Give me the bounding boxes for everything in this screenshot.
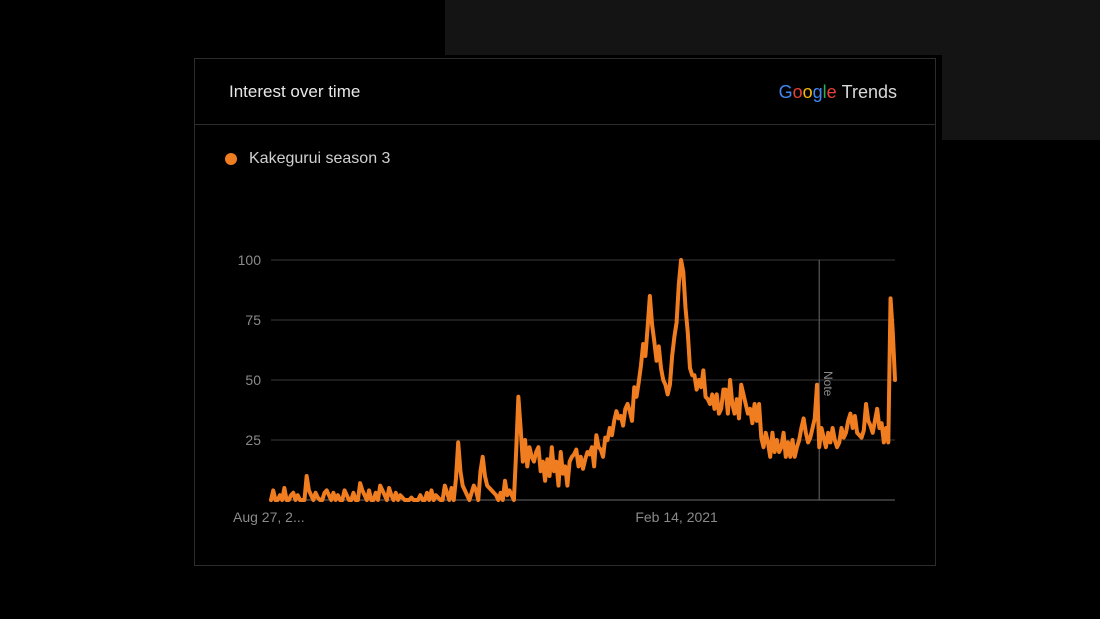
google-letter-2: o bbox=[802, 82, 813, 102]
google-letter-1: o bbox=[792, 82, 803, 102]
x-tick-label-0: Aug 27, 2... bbox=[233, 509, 305, 525]
trends-wordmark: Trends bbox=[841, 82, 897, 102]
y-tick-label-50: 50 bbox=[245, 372, 261, 388]
annotation-note-label: Note bbox=[821, 371, 835, 397]
x-tick-label-1: Feb 14, 2021 bbox=[635, 509, 718, 525]
series-line-kakegurui-season-3[interactable] bbox=[269, 258, 897, 502]
card-header: Interest over time Google Trends bbox=[195, 59, 935, 125]
chart-legend: Kakegurui season 3 bbox=[225, 149, 390, 169]
interest-over-time-card: Interest over time Google Trends Kakeguru… bbox=[194, 58, 936, 566]
google-wordmark: Google bbox=[779, 82, 837, 102]
google-letter-4: l bbox=[822, 82, 827, 102]
interest-chart[interactable]: 25 50 75 100 Aug 27, 2... Feb 14, 2021 Note bbox=[195, 59, 935, 565]
y-tick-label-75: 75 bbox=[245, 312, 261, 328]
google-letter-3: g bbox=[812, 82, 823, 102]
background-panel-right bbox=[942, 0, 1100, 140]
google-letter-0: G bbox=[778, 82, 793, 102]
card-title: Interest over time bbox=[229, 82, 361, 101]
legend-label[interactable]: Kakegurui season 3 bbox=[249, 150, 391, 167]
y-tick-label-25: 25 bbox=[245, 432, 261, 448]
google-trends-logo[interactable]: Google Trends bbox=[779, 82, 897, 103]
y-tick-label-100: 100 bbox=[238, 252, 262, 268]
legend-dot-icon bbox=[225, 153, 237, 165]
google-letter-5: e bbox=[826, 82, 837, 102]
